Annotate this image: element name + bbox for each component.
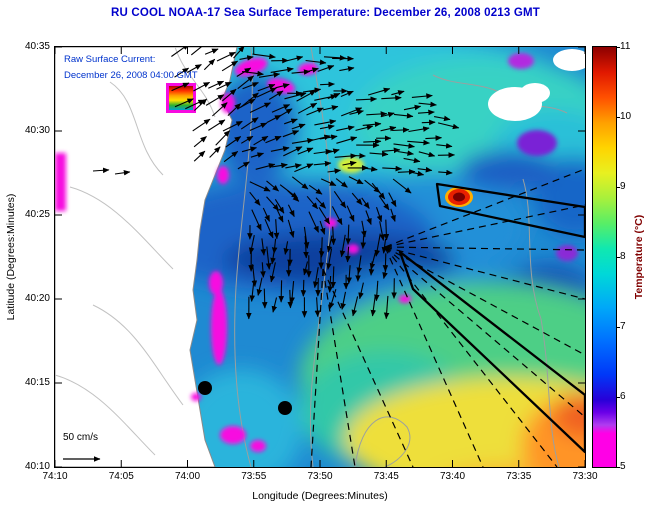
current-vectors <box>92 47 460 320</box>
x-tick-label: 73:50 <box>307 471 333 482</box>
x-tick-label: 73:40 <box>439 471 466 482</box>
sst-map <box>55 47 585 467</box>
colorbar-tick-mark <box>616 117 620 118</box>
x-axis-label: Longitude (Degrees:Minutes) <box>252 490 388 502</box>
x-tick-label: 73:30 <box>572 471 598 482</box>
warm-anomaly <box>445 187 473 207</box>
axis-ticks <box>55 47 585 467</box>
colorbar-tick-label: 5 <box>620 461 626 472</box>
colorbar-tick-label: 8 <box>620 251 626 262</box>
cloud-mask <box>488 49 585 121</box>
buoy-markers <box>198 381 292 415</box>
colorbar-tick-mark <box>616 327 620 328</box>
current-annotation: Raw Surface Current: December 26, 2008 0… <box>64 52 198 84</box>
track-outlines <box>398 182 585 454</box>
annotation-line1: Raw Surface Current: <box>64 54 156 65</box>
annotation-line2: December 26, 2008 04:00 GMT <box>64 70 198 81</box>
colorbar <box>592 46 617 468</box>
land-region <box>55 47 238 467</box>
y-tick-label: 40:25 <box>24 209 50 220</box>
y-axis-label: Latitude (Degrees:Minutes) <box>5 193 17 321</box>
scale-label: 50 cm/s <box>63 432 99 443</box>
map-plot-area: Raw Surface Current: December 26, 2008 0… <box>54 46 586 468</box>
y-tick-label: 40:30 <box>24 125 50 136</box>
hot-pixel-cluster <box>166 83 196 113</box>
land-contours <box>55 47 216 456</box>
colorbar-tick-label: 11 <box>620 41 631 52</box>
colorbar-tick-label: 7 <box>620 321 626 332</box>
colorbar-tick-mark <box>616 397 620 398</box>
chart-title: RU COOL NOAA-17 Sea Surface Temperature:… <box>110 7 541 19</box>
y-tick-label: 40:15 <box>24 377 50 388</box>
colorbar-tick-label: 10 <box>620 111 632 122</box>
colorbar-tick-label: 9 <box>620 181 626 192</box>
x-tick-label: 74:10 <box>42 471 68 482</box>
sst-field-blobs <box>65 47 585 467</box>
map-layers <box>55 47 585 467</box>
x-tick-label: 73:35 <box>506 471 532 482</box>
x-tick-label: 74:00 <box>174 471 201 482</box>
colorbar-tick-mark <box>616 47 620 48</box>
colorbar-tick-mark <box>616 257 620 258</box>
colorbar-tick-mark <box>616 467 620 468</box>
colorbar-tick-mark <box>616 187 620 188</box>
colorbar-tick-label: 6 <box>620 391 626 402</box>
y-tick-label: 40:20 <box>24 293 50 304</box>
x-tick-label: 74:05 <box>108 471 134 482</box>
warm-filament-spot <box>338 157 364 173</box>
x-tick-label: 73:45 <box>373 471 399 482</box>
y-tick-label: 40:35 <box>24 41 50 52</box>
x-tick-label: 73:55 <box>241 471 267 482</box>
y-tick-label: 40:10 <box>24 461 50 472</box>
